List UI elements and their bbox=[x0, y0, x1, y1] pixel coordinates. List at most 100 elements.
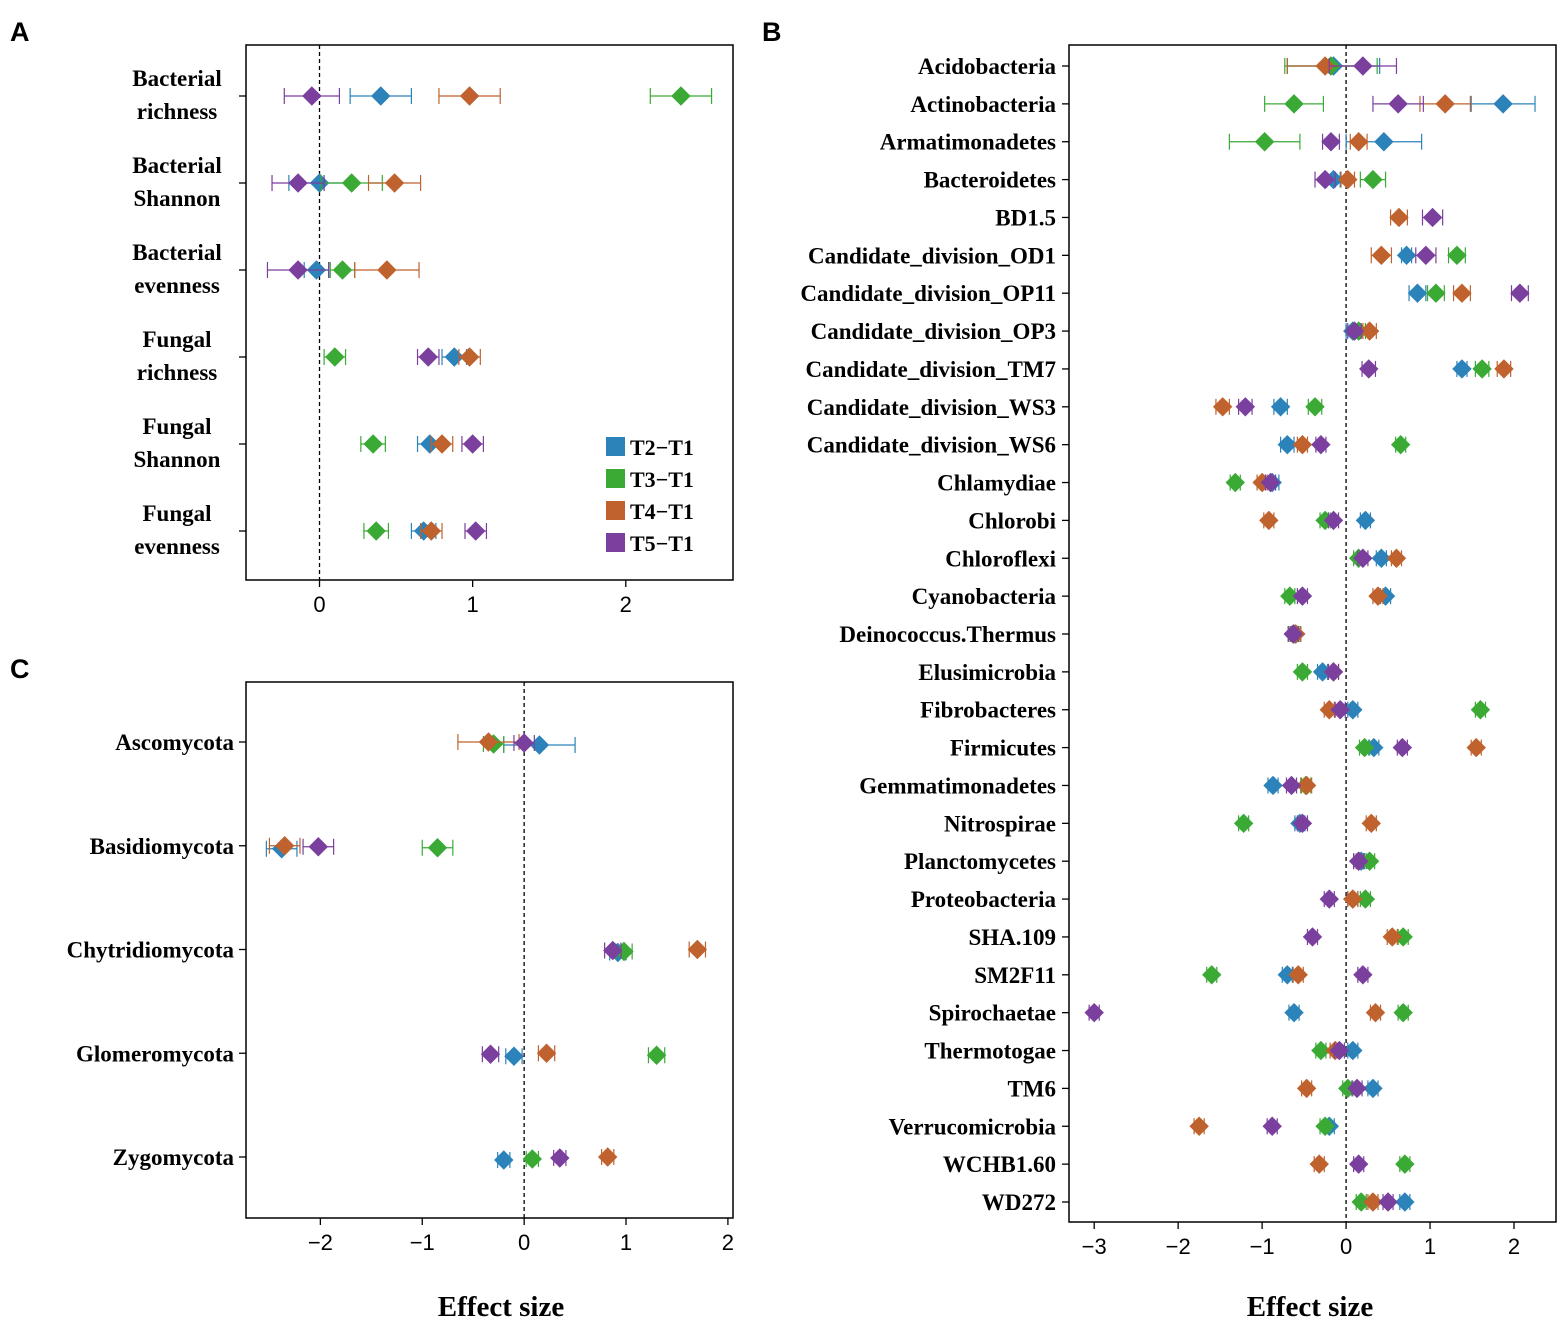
panel-c-point-t2-t1-zygomycota bbox=[494, 1150, 514, 1170]
panel-a-point-t5-t1-fungal-shannon bbox=[462, 434, 483, 454]
panel-a-point-t4-t1-bacterial-evenness bbox=[377, 260, 397, 280]
panel-b-point-t5-t1-planctomycetes bbox=[1348, 851, 1369, 871]
panel-b-point-t5-t1-chloroflexi bbox=[1353, 548, 1373, 568]
panel-b-point-t4-t1-sm2f11 bbox=[1288, 965, 1308, 985]
panel-b-point-t5-t1-candidate-division-ws3 bbox=[1235, 397, 1256, 417]
panel-a-point-t3-t1-bacterial-shannon bbox=[341, 173, 362, 193]
panel-b-category-label-thermotogae: Thermotogae bbox=[924, 1039, 1056, 1064]
panel-b-point-t3-t1-chlamydiae bbox=[1225, 472, 1245, 493]
panel-b-point-t2-t1-candidate-division-ws6 bbox=[1277, 434, 1298, 455]
panel-b-point-t4-t1-cyanobacteria bbox=[1368, 586, 1388, 606]
panel-b-point-t3-t1-nitrospirae bbox=[1233, 813, 1254, 834]
panel-b-point-t2-t1-thermotogae bbox=[1343, 1040, 1363, 1061]
panel-b-point-t4-t1-candidate-division-tm7 bbox=[1494, 359, 1514, 379]
panel-c-x-axis-title: Effect size bbox=[438, 1291, 565, 1321]
panel-c-category-label-chytridiomycota: Chytridiomycota bbox=[67, 938, 235, 963]
panel-b-point-t5-t1-chlorobi bbox=[1323, 510, 1344, 531]
panel-b-point-t5-t1-bd1-5 bbox=[1422, 207, 1443, 228]
panel-b-point-t3-t1-candidate-division-ws3 bbox=[1305, 397, 1325, 417]
panel-a-category-label-line: Shannon bbox=[134, 447, 221, 472]
panel-a-point-t2-t1-bacterial-richness bbox=[371, 86, 391, 106]
panel-b-category-label-chlorobi: Chlorobi bbox=[968, 508, 1056, 533]
panel-b-category-label-proteobacteria: Proteobacteria bbox=[911, 887, 1057, 912]
panel-b-category-label-candidate-division-od1: Candidate_division_OD1 bbox=[808, 243, 1056, 268]
panel-c-point-t3-t1-glomeromycota bbox=[646, 1045, 667, 1065]
panel-b-category-label-firmicutes: Firmicutes bbox=[950, 736, 1056, 761]
panel-a-category-label-line: richness bbox=[137, 360, 218, 385]
panel-b-point-t5-t1-acidobacteria bbox=[1353, 56, 1373, 76]
panel-b-point-t4-t1-bd1-5 bbox=[1389, 207, 1409, 228]
panel-b-category-label-chloroflexi: Chloroflexi bbox=[945, 546, 1056, 571]
panel-b-point-t5-t1-elusimicrobia bbox=[1323, 662, 1344, 682]
panel-c-x-tick-label: −2 bbox=[308, 1230, 333, 1255]
panel-b-point-t5-t1-nitrospirae bbox=[1292, 813, 1313, 834]
panel-b-point-t2-t1-spirochaetae bbox=[1284, 1002, 1304, 1023]
panel-a-point-t5-t1-bacterial-evenness bbox=[288, 260, 308, 280]
panel-b-point-t5-t1-candidate-division-tm7 bbox=[1359, 359, 1379, 379]
panel-b-category-label-wd272: WD272 bbox=[982, 1190, 1056, 1215]
panel-c-point-t5-t1-chytridiomycota bbox=[603, 940, 623, 961]
panel-a-point-t5-t1-bacterial-richness bbox=[302, 86, 322, 106]
panel-a-point-t4-t1-fungal-shannon bbox=[432, 434, 452, 454]
panel-b-point-t4-t1-armatimonadetes bbox=[1348, 132, 1369, 152]
panel-b-point-t2-t1-chlorobi bbox=[1355, 510, 1376, 531]
panel-a-plot-frame bbox=[245, 44, 734, 581]
panel-a-category-label-line: evenness bbox=[134, 534, 220, 559]
panel-b-x-tick-label: −1 bbox=[1250, 1234, 1275, 1259]
panel-c-category-label-glomeromycota: Glomeromycota bbox=[76, 1041, 234, 1066]
panel-b-point-t5-t1-armatimonadetes bbox=[1321, 132, 1341, 152]
panel-b-category-label-spirochaetae: Spirochaetae bbox=[929, 1001, 1056, 1026]
panel-a-x-tick-label: 2 bbox=[620, 592, 632, 617]
panel-b-point-t3-t1-sm2f11 bbox=[1202, 965, 1222, 985]
panel-c-category-label-ascomycota: Ascomycota bbox=[115, 730, 234, 755]
panel-b-point-t2-t1-candidate-division-ws3 bbox=[1270, 397, 1291, 417]
panel-b-x-tick-label: 1 bbox=[1424, 1234, 1436, 1259]
panel-a-category-label-fungal-richness: Fungal richness bbox=[137, 327, 218, 385]
panel-b-category-label-candidate-division-ws3: Candidate_division_WS3 bbox=[807, 395, 1056, 420]
panel-a-category-label-line: Shannon bbox=[134, 186, 221, 211]
legend-swatch-t5 bbox=[606, 533, 625, 552]
panel-a-category-label-line: richness bbox=[137, 99, 218, 124]
panel-b-point-t2-t1-gemmatimonadetes bbox=[1263, 775, 1283, 796]
panel-a-point-t4-t1-fungal-richness bbox=[459, 347, 480, 367]
panel-b-category-label-tm6: TM6 bbox=[1007, 1076, 1056, 1101]
panel-b-point-t4-t1-tm6 bbox=[1296, 1078, 1317, 1099]
panel-c-point-t4-t1-ascomycota bbox=[478, 732, 499, 752]
panel-b-point-t2-t1-wd272 bbox=[1395, 1192, 1415, 1212]
panel-b-point-t3-t1-candidate-division-tm7 bbox=[1472, 359, 1492, 379]
panel-b-category-label-sm2f11: SM2F11 bbox=[974, 963, 1056, 988]
panel-b-x-tick-label: 2 bbox=[1508, 1234, 1520, 1259]
panel-b-category-label-candidate-division-op11: Candidate_division_OP11 bbox=[800, 281, 1056, 306]
panel-b-point-t3-t1-firmicutes bbox=[1354, 737, 1375, 758]
panel-a-category-label-bacterial-shannon: Bacterial Shannon bbox=[132, 153, 221, 211]
panel-b-category-label-gemmatimonadetes: Gemmatimonadetes bbox=[859, 773, 1056, 798]
panel-b-category-label-bacteroidetes: Bacteroidetes bbox=[924, 168, 1056, 193]
panel-b-point-t3-t1-elusimicrobia bbox=[1292, 662, 1313, 682]
panel-b-category-label-deinococcus-thermus: Deinococcus.Thermus bbox=[839, 622, 1056, 647]
panel-b-point-t4-t1-wd272 bbox=[1363, 1192, 1383, 1212]
panel-b-point-t5-t1-chlamydiae bbox=[1260, 472, 1281, 493]
panel-b-point-t3-t1-spirochaetae bbox=[1393, 1002, 1413, 1023]
panel-b-point-t4-t1-candidate-division-ws6 bbox=[1292, 434, 1313, 455]
panel-label-a: A bbox=[10, 17, 30, 47]
panel-b-point-t3-t1-armatimonadetes bbox=[1254, 132, 1275, 152]
panel-b-point-t2-t1-tm6 bbox=[1363, 1078, 1383, 1099]
panel-label-b: B bbox=[762, 17, 782, 47]
panel-b-point-t3-t1-candidate-division-ws6 bbox=[1390, 434, 1411, 455]
panel-c-point-t3-t1-zygomycota bbox=[522, 1149, 542, 1169]
panel-b-point-t4-t1-actinobacteria bbox=[1435, 94, 1455, 114]
panel-a-category-label-line: Fungal bbox=[142, 501, 211, 526]
panel-a-x-tick-label: 1 bbox=[467, 592, 479, 617]
panel-a-point-t5-t1-fungal-evenness bbox=[466, 521, 486, 541]
panel-b-point-t5-t1-candidate-division-op11 bbox=[1510, 283, 1530, 303]
panel-b-point-t5-t1-proteobacteria bbox=[1319, 889, 1340, 909]
panel-b-point-t2-t1-candidate-division-op11 bbox=[1407, 283, 1428, 303]
panel-a-point-t5-t1-fungal-richness bbox=[418, 347, 438, 367]
legend-label-t4: T4−T1 bbox=[630, 499, 694, 524]
panel-b-x-tick-label: −3 bbox=[1082, 1234, 1107, 1259]
panel-b-category-label-wchb1-60: WCHB1.60 bbox=[943, 1152, 1056, 1177]
panel-b-point-t5-t1-candidate-division-ws6 bbox=[1311, 434, 1331, 455]
panel-b-point-t5-t1-wchb1-60 bbox=[1348, 1154, 1369, 1174]
